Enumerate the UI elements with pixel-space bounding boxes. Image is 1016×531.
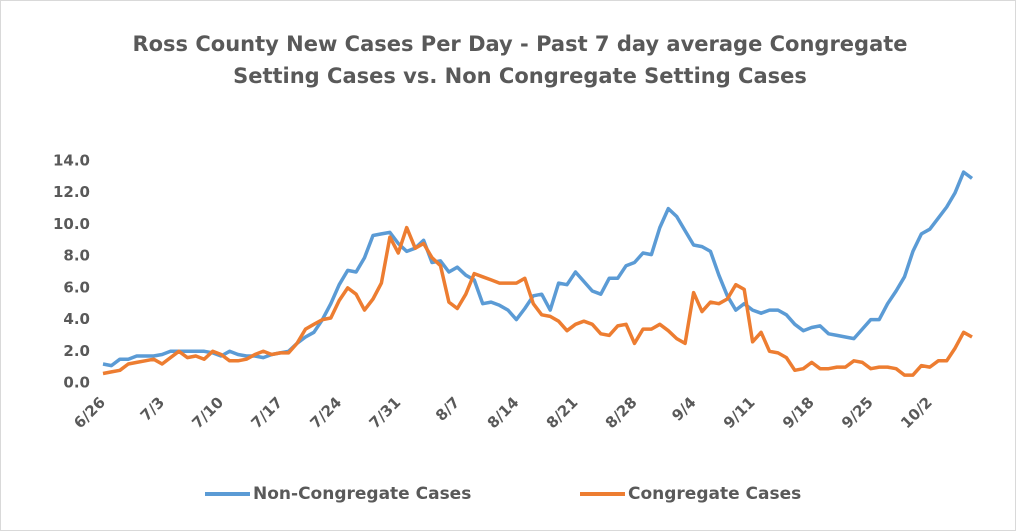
legend-label: Congregate Cases	[628, 484, 801, 504]
legend-label: Non-Congregate Cases	[253, 484, 471, 504]
y-tick-label: 8.0	[63, 247, 90, 265]
y-tick-label: 10.0	[53, 215, 90, 233]
series-line	[102, 170, 974, 368]
y-tick-label: 12.0	[53, 183, 90, 201]
series-line	[102, 225, 973, 377]
chart-title: Ross County New Cases Per Day - Past 7 d…	[132, 32, 908, 88]
y-tick-label: 2.0	[63, 342, 90, 360]
y-tick-label: 4.0	[63, 310, 90, 328]
y-tick-label: 0.0	[63, 374, 90, 392]
y-tick-label: 14.0	[53, 152, 90, 170]
y-tick-label: 6.0	[63, 278, 90, 296]
